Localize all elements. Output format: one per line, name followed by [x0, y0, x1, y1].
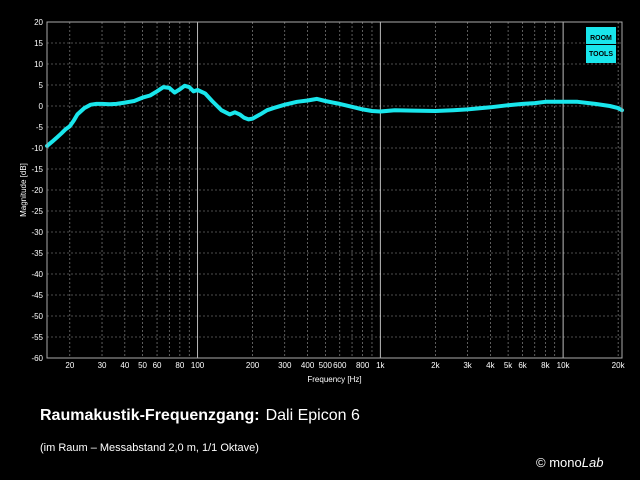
- x-tick-label: 100: [191, 361, 205, 370]
- caption-title-label: Raumakustik-Frequenzgang:: [40, 407, 260, 424]
- y-tick-label: -45: [31, 291, 43, 300]
- y-tick-label: 10: [34, 60, 43, 69]
- x-tick-label: 50: [138, 361, 147, 370]
- x-tick-label: 30: [98, 361, 107, 370]
- x-tick-labels: 20 30 40 50 60 80 100 200 300 400 500 600 800 1k 2k 3k 4…: [65, 361, 625, 370]
- copyright-word-italic: Lab: [581, 455, 604, 470]
- y-tick-label: -60: [31, 354, 43, 363]
- x-tick-label: 80: [175, 361, 184, 370]
- copyright: © monoLab: [536, 455, 603, 470]
- frequency-response-line: [45, 83, 624, 148]
- x-tick-label: 300: [278, 361, 292, 370]
- y-tick-label: -50: [31, 312, 43, 321]
- x-tick-label: 1k: [376, 361, 385, 370]
- copyright-word: mono: [549, 455, 582, 470]
- room-tools-logo: ROOM TOOLS: [586, 27, 616, 63]
- x-tick-label: 4k: [486, 361, 495, 370]
- y-tick-label: -55: [31, 333, 43, 342]
- x-tick-label: 20k: [612, 361, 626, 370]
- plot-frame: [46, 21, 623, 359]
- x-tick-label: 6k: [518, 361, 527, 370]
- x-tick-label: 800: [356, 361, 370, 370]
- y-tick-label: -15: [31, 165, 43, 174]
- frequency-response-chart: 20151050-5-10-15-20-25-30-35-40-45-50-55…: [19, 18, 626, 384]
- y-tick-label: -25: [31, 207, 43, 216]
- x-tick-label: 600: [333, 361, 347, 370]
- y-tick-label: -40: [31, 270, 43, 279]
- y-axis-label: Magnitude [dB]: [19, 163, 28, 217]
- y-tick-label: 0: [39, 102, 44, 111]
- y-tick-label: -30: [31, 228, 43, 237]
- copyright-symbol: ©: [536, 455, 546, 470]
- x-tick-label: 5k: [504, 361, 513, 370]
- x-tick-label: 200: [246, 361, 260, 370]
- caption-model: Dali Epicon 6: [265, 407, 360, 424]
- y-tick-labels: 20 15 10 5 0 -5 -10 -15 -20 -25 -30 -35 -40 -45 -50 -55…: [31, 18, 43, 363]
- x-tick-label: 400: [301, 361, 315, 370]
- y-tick-label: -5: [36, 123, 44, 132]
- x-tick-label: 500: [319, 361, 333, 370]
- y-tick-label: 15: [34, 39, 43, 48]
- y-tick-label: -35: [31, 249, 43, 258]
- y-tick-label: 20: [34, 18, 43, 27]
- caption-subtitle: (im Raum – Messabstand 2,0 m, 1/1 Oktave…: [40, 442, 259, 454]
- y-tick-label: 5: [39, 81, 44, 90]
- y-tick-label: -20: [31, 186, 43, 195]
- x-tick-label: 10k: [557, 361, 571, 370]
- logo-line-1: ROOM: [590, 35, 612, 42]
- grid: [47, 22, 622, 358]
- x-axis-label: Frequency [Hz]: [307, 375, 361, 384]
- logo-line-2: TOOLS: [589, 51, 613, 58]
- x-tick-label: 2k: [431, 361, 440, 370]
- series-layer: [45, 83, 624, 148]
- x-tick-label: 3k: [463, 361, 472, 370]
- x-tick-label: 8k: [541, 361, 550, 370]
- y-tick-label: -10: [31, 144, 43, 153]
- x-tick-label: 40: [120, 361, 129, 370]
- x-tick-label: 20: [65, 361, 74, 370]
- caption-title: Raumakustik-Frequenzgang: Dali Epicon 6: [40, 407, 360, 425]
- x-tick-label: 60: [153, 361, 162, 370]
